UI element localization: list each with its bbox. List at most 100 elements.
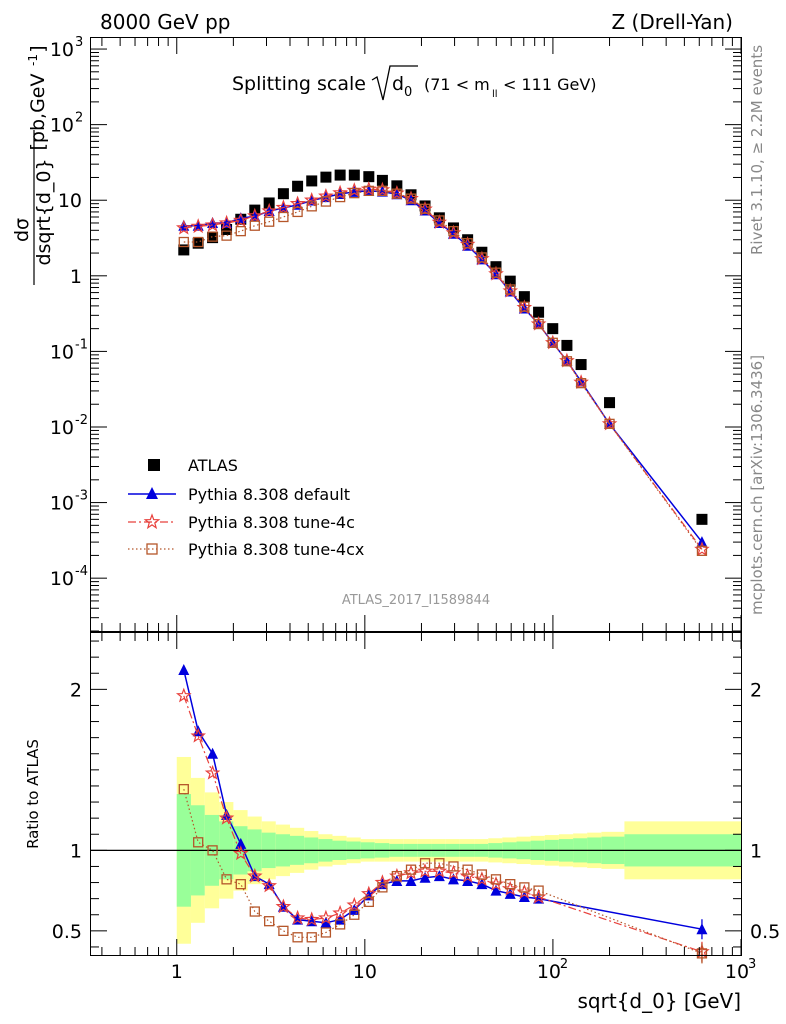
x-tick-label-exponent: 3: [748, 957, 756, 972]
x-tick-label: 10: [353, 961, 377, 983]
legend-label-atlas: ATLAS: [188, 456, 238, 475]
ratio-data-point: [490, 884, 502, 896]
title-ll-subscript: ll: [492, 89, 498, 100]
ratio-data-point: [431, 863, 448, 878]
main-data-point: [192, 237, 204, 249]
main-data-point: [696, 513, 708, 525]
ratio-data-point: [349, 909, 360, 920]
ratio-series-line: [183, 669, 703, 930]
main-data-point: [434, 215, 445, 226]
main-data-point: [332, 184, 348, 200]
main-data-point: [261, 202, 278, 218]
main-data-point: [334, 191, 346, 203]
main-data-point: [419, 203, 431, 214]
ratio-data-point: [221, 808, 233, 820]
ratio-data-point: [235, 879, 246, 890]
ratio-y-tick-label-right: 0.5: [750, 921, 780, 943]
legend-label-tune4cx: Pythia 8.308 tune-4cx: [188, 540, 364, 559]
main-data-point: [490, 267, 502, 278]
ratio-data-point: [462, 864, 473, 875]
ratio-data-point: [218, 809, 235, 825]
main-data-point: [178, 244, 190, 256]
ylabel-ratio: Ratio to ATLAS: [24, 739, 42, 849]
ratio-y-tick-label-right: 2: [750, 679, 762, 701]
main-data-point: [306, 201, 317, 212]
main-data-point: [363, 185, 374, 197]
main-data-point: [204, 216, 221, 232]
y-tick-label-exponent: -4: [75, 564, 88, 579]
ratio-data-point: [178, 784, 189, 795]
header-right: Z (Drell-Yan): [611, 10, 733, 34]
ratio-plot-frame: [90, 632, 742, 956]
main-data-point: [221, 223, 233, 235]
main-data-point: [232, 212, 249, 228]
main-plot-series: [175, 169, 710, 557]
title-range: (71 < m: [424, 75, 490, 94]
y-tick-label: 10: [58, 190, 82, 212]
ratio-data-point: [232, 845, 249, 861]
ratio-data-point: [207, 845, 218, 856]
ratio-data-point: [261, 877, 278, 893]
y-tick-label-exponent: -1: [75, 337, 88, 352]
ratio-data-point: [348, 903, 360, 915]
ratio-y-tick-label: 2: [70, 679, 82, 701]
ratio-data-point: [278, 925, 289, 936]
ratio-data-point: [533, 885, 544, 896]
ratio-data-point: [519, 882, 530, 893]
ratio-data-point: [221, 874, 232, 885]
main-data-point: [334, 169, 346, 181]
y-tick-label: 10: [50, 417, 74, 439]
ratio-data-point: [419, 858, 431, 869]
xlabel: sqrt{d_0} [GeV]: [578, 989, 742, 1013]
ratio-data-point: [490, 874, 502, 885]
ratio-data-point: [360, 885, 377, 901]
y-tick-label: 10: [50, 39, 74, 61]
axis-ticks: [91, 38, 742, 955]
main-data-point: [348, 185, 360, 197]
legend-label-tune4c: Pythia 8.308 tune-4c: [188, 513, 355, 532]
main-data-point: [504, 275, 516, 287]
title-main: Splitting scale: [232, 73, 366, 95]
main-data-point: [376, 174, 388, 186]
analysis-watermark: ATLAS_2017_I1589844: [342, 593, 490, 608]
title-d: d: [392, 73, 404, 95]
main-data-point: [221, 230, 232, 241]
ratio-data-point: [504, 887, 516, 899]
y-tick-label-exponent: 2: [75, 111, 83, 126]
ratio-data-point: [235, 837, 247, 849]
ratio-data-point: [318, 909, 334, 925]
main-data-point: [249, 220, 260, 231]
legend-marker-atlas: [148, 459, 160, 471]
ratio-data-point: [193, 837, 204, 848]
ratio-data-point: [275, 898, 292, 914]
ratio-data-point: [518, 891, 530, 903]
ratio-data-point: [476, 878, 488, 890]
ratio-data-point: [391, 870, 403, 882]
main-data-point: [207, 231, 218, 242]
ratio-y-tick-label-right: 1: [750, 840, 762, 862]
main-data-point: [349, 188, 360, 199]
main-data-point: [264, 216, 275, 227]
y-tick-label: 10: [50, 493, 74, 515]
main-data-point: [533, 318, 544, 330]
ratio-data-point: [264, 916, 275, 927]
y-axis-label-main: dσ dsqrt{d_0} [pb,GeV -1 ]: [11, 45, 55, 285]
main-data-point: [377, 185, 388, 197]
main-data-point: [246, 207, 263, 223]
main-data-point: [561, 339, 573, 351]
main-data-point: [289, 195, 306, 211]
ratio-data-point: [320, 927, 332, 938]
main-data-point: [175, 219, 192, 235]
ratio-data-point: [320, 916, 332, 928]
y-tick-label: 10: [50, 568, 74, 590]
ratio-series-line: [183, 789, 703, 954]
ratio-data-point: [434, 858, 445, 869]
ratio-data-point: [346, 896, 363, 912]
x-tick-label-exponent: 2: [560, 957, 568, 972]
ratio-data-point: [405, 864, 417, 875]
main-data-point: [275, 199, 292, 215]
ratio-series-line: [183, 695, 703, 953]
ratio-data-point: [249, 906, 260, 917]
